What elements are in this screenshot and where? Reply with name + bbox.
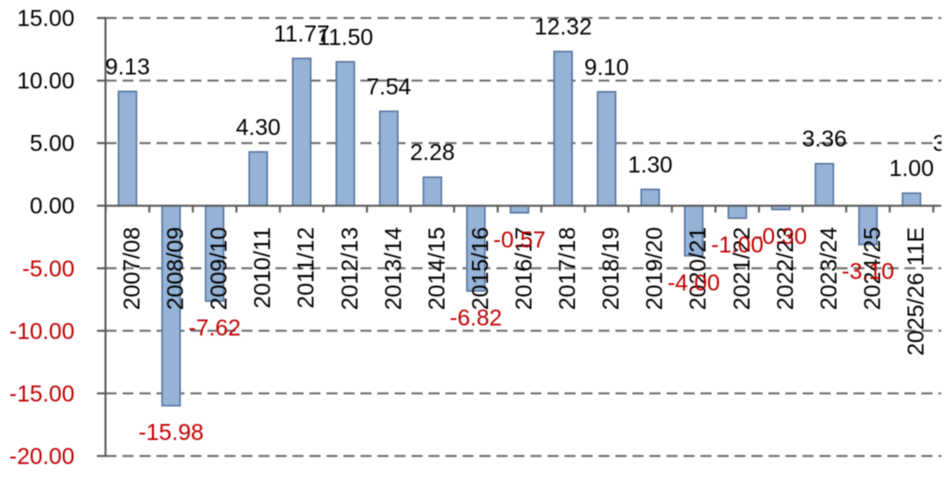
svg-text:9.13: 9.13 xyxy=(105,53,150,79)
svg-text:-0.57: -0.57 xyxy=(493,226,545,252)
svg-text:2019/20: 2019/20 xyxy=(641,227,667,310)
svg-text:-15.98: -15.98 xyxy=(138,419,203,445)
svg-text:5.00: 5.00 xyxy=(30,130,75,156)
svg-text:2022/23: 2022/23 xyxy=(772,227,798,310)
svg-text:2023/24: 2023/24 xyxy=(815,227,841,310)
svg-text:-0.30: -0.30 xyxy=(755,223,807,249)
svg-text:2008/09: 2008/09 xyxy=(162,227,188,310)
svg-text:2007/08: 2007/08 xyxy=(119,227,145,310)
svg-text:2014/15: 2014/15 xyxy=(423,227,449,310)
svg-text:10.00: 10.00 xyxy=(17,68,75,94)
svg-text:2025/26 11E: 2025/26 11E xyxy=(903,227,929,356)
svg-text:11.77: 11.77 xyxy=(274,20,330,46)
svg-text:3.36: 3.36 xyxy=(802,126,847,152)
svg-text:2016/17: 2016/17 xyxy=(511,227,537,310)
svg-text:4.30: 4.30 xyxy=(236,114,281,140)
svg-text:2011/12: 2011/12 xyxy=(293,227,319,308)
svg-text:2017/18: 2017/18 xyxy=(554,227,580,310)
svg-text:12.32: 12.32 xyxy=(534,14,592,40)
svg-text:2009/10: 2009/10 xyxy=(206,227,232,310)
svg-text:2012/13: 2012/13 xyxy=(336,227,362,310)
svg-text:2024/25: 2024/25 xyxy=(859,227,885,310)
svg-text:-1.00: -1.00 xyxy=(711,232,763,258)
svg-text:2.28: 2.28 xyxy=(410,139,455,165)
svg-text:11.50: 11.50 xyxy=(317,24,373,50)
svg-text:-5.00: -5.00 xyxy=(22,255,74,281)
svg-text:-6.82: -6.82 xyxy=(450,305,502,331)
svg-text:2013/14: 2013/14 xyxy=(380,227,406,310)
svg-text:2010/11: 2010/11 xyxy=(249,227,275,308)
svg-text:2018/19: 2018/19 xyxy=(598,227,624,310)
svg-text:-20.00: -20.00 xyxy=(9,443,74,469)
svg-text:-3.10: -3.10 xyxy=(842,258,894,284)
svg-text:1.00: 1.00 xyxy=(889,155,934,181)
svg-text:9.10: 9.10 xyxy=(584,54,629,80)
svg-text:0.00: 0.00 xyxy=(30,193,75,219)
svg-text:2020/21: 2020/21 xyxy=(685,227,711,310)
svg-text:2015/16: 2015/16 xyxy=(467,227,493,310)
svg-text:-7.62: -7.62 xyxy=(188,315,240,341)
svg-text:7.54: 7.54 xyxy=(366,73,411,99)
svg-text:-4.00: -4.00 xyxy=(667,269,719,295)
svg-text:2021/22: 2021/22 xyxy=(728,227,754,310)
svg-text:-10.00: -10.00 xyxy=(9,318,74,344)
svg-text:1.30: 1.30 xyxy=(628,151,673,177)
svg-text:-15.00: -15.00 xyxy=(9,380,74,406)
svg-text:15.00: 15.00 xyxy=(17,5,75,31)
